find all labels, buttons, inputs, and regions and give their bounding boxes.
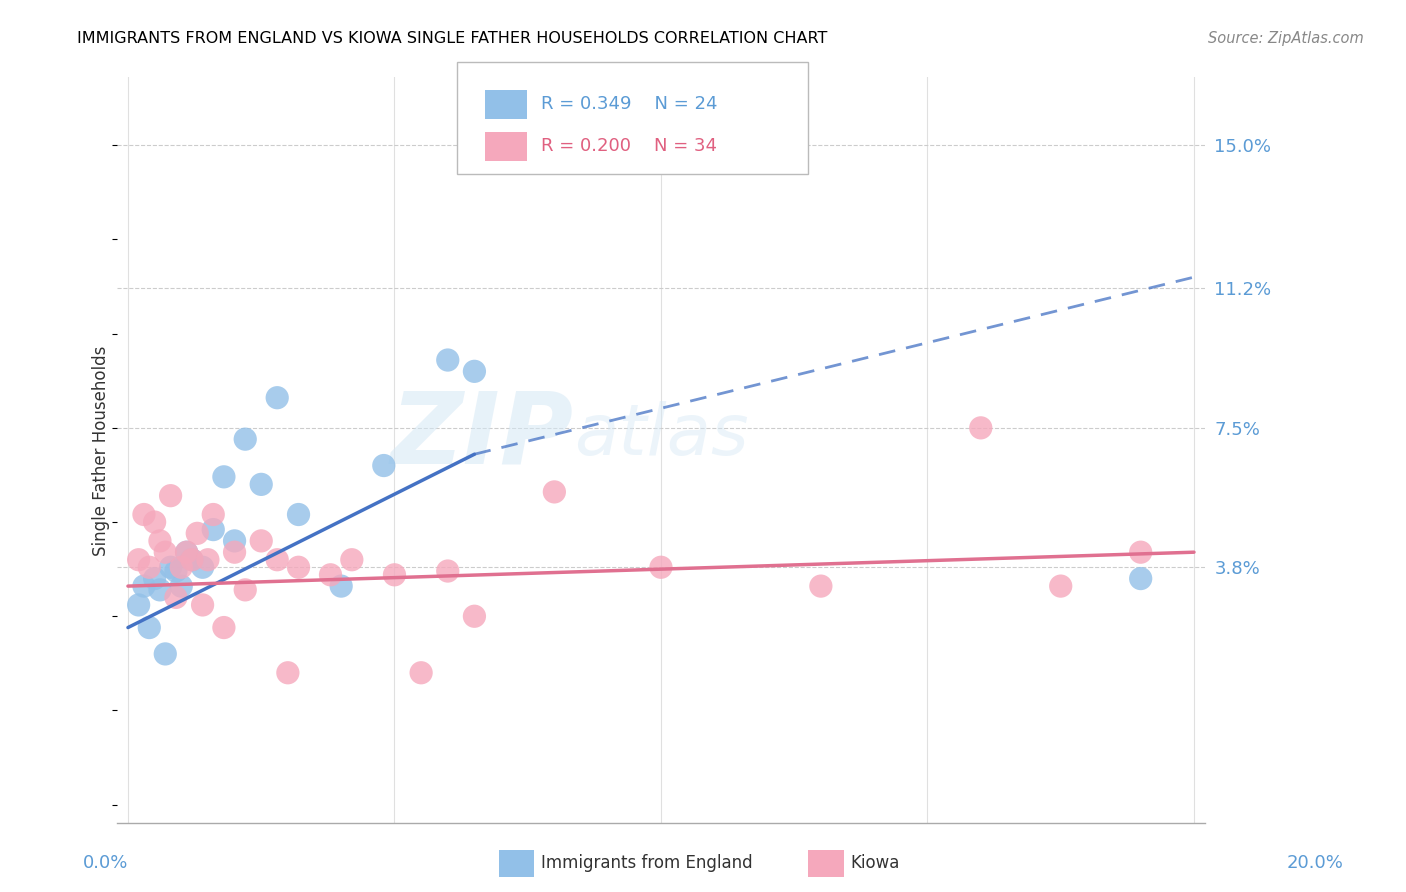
Point — [181, 552, 204, 566]
Point — [319, 567, 342, 582]
Text: Immigrants from England: Immigrants from England — [541, 855, 754, 872]
Point — [170, 560, 193, 574]
Point — [1129, 572, 1152, 586]
Point — [266, 391, 288, 405]
Point — [165, 591, 187, 605]
Point — [810, 579, 832, 593]
Point — [543, 484, 565, 499]
Point — [1049, 579, 1071, 593]
Point — [202, 508, 225, 522]
Point — [250, 533, 273, 548]
Point — [128, 552, 150, 566]
Point — [191, 560, 214, 574]
Point — [149, 533, 172, 548]
Point — [212, 470, 235, 484]
Point — [233, 432, 256, 446]
Point — [463, 364, 485, 378]
Point — [266, 552, 288, 566]
Point — [155, 545, 177, 559]
Text: R = 0.349    N = 24: R = 0.349 N = 24 — [541, 95, 718, 113]
Point — [224, 545, 246, 559]
Point — [650, 560, 672, 574]
Point — [132, 508, 155, 522]
Point — [143, 572, 166, 586]
Text: Source: ZipAtlas.com: Source: ZipAtlas.com — [1208, 31, 1364, 46]
Point — [128, 598, 150, 612]
Point — [149, 582, 172, 597]
Point — [181, 552, 204, 566]
Point — [970, 421, 993, 435]
Point — [197, 552, 219, 566]
Point — [202, 523, 225, 537]
Text: 20.0%: 20.0% — [1286, 855, 1343, 872]
Point — [277, 665, 299, 680]
Point — [436, 353, 458, 368]
Point — [340, 552, 363, 566]
Point — [138, 560, 160, 574]
Text: R = 0.200    N = 34: R = 0.200 N = 34 — [541, 137, 717, 155]
Point — [250, 477, 273, 491]
Point — [191, 598, 214, 612]
Point — [159, 560, 181, 574]
Point — [176, 545, 198, 559]
Point — [287, 560, 309, 574]
Point — [132, 579, 155, 593]
Text: ZIP: ZIP — [391, 387, 574, 484]
Point — [165, 564, 187, 578]
Text: atlas: atlas — [574, 401, 748, 470]
Text: 0.0%: 0.0% — [83, 855, 128, 872]
Point — [176, 545, 198, 559]
Point — [287, 508, 309, 522]
Point — [138, 621, 160, 635]
Point — [155, 647, 177, 661]
Point — [233, 582, 256, 597]
Text: IMMIGRANTS FROM ENGLAND VS KIOWA SINGLE FATHER HOUSEHOLDS CORRELATION CHART: IMMIGRANTS FROM ENGLAND VS KIOWA SINGLE … — [77, 31, 828, 46]
Point — [384, 567, 406, 582]
Point — [159, 489, 181, 503]
Point — [224, 533, 246, 548]
Point — [330, 579, 353, 593]
Point — [170, 579, 193, 593]
Point — [1129, 545, 1152, 559]
Point — [373, 458, 395, 473]
Text: Kiowa: Kiowa — [851, 855, 900, 872]
Point — [411, 665, 433, 680]
Y-axis label: Single Father Households: Single Father Households — [93, 345, 110, 556]
Point — [463, 609, 485, 624]
Point — [212, 621, 235, 635]
Point — [143, 515, 166, 529]
Point — [186, 526, 208, 541]
Point — [436, 564, 458, 578]
